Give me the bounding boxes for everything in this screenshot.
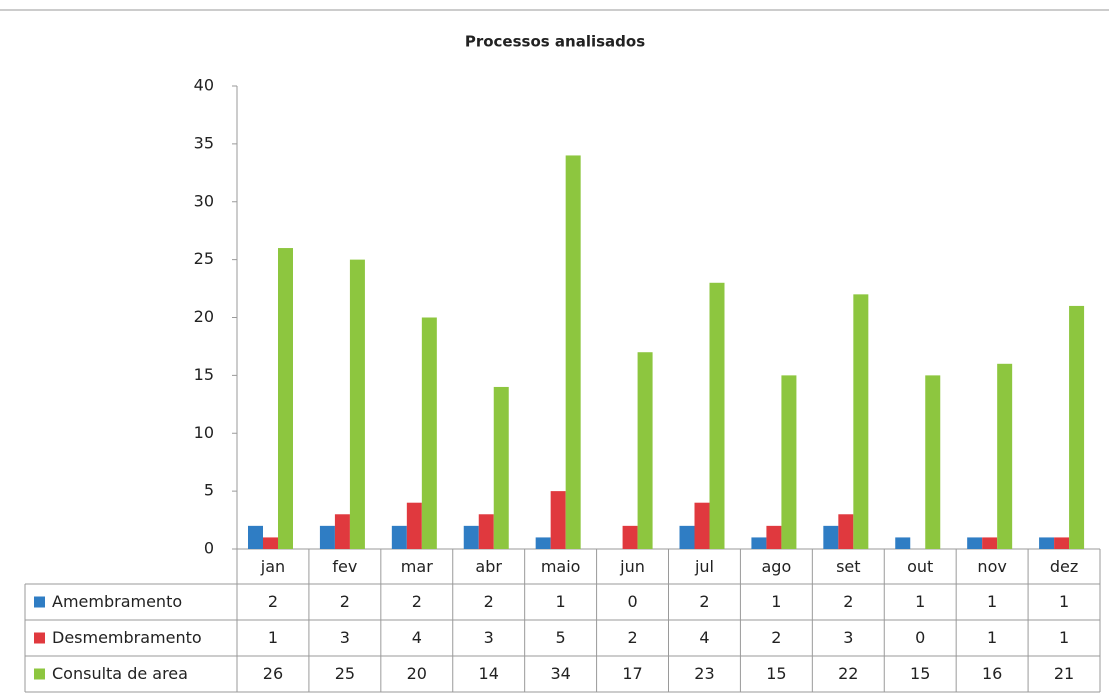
table-cell: 5 bbox=[556, 628, 566, 647]
y-tick-label: 40 bbox=[194, 76, 214, 95]
table-cell: 26 bbox=[263, 664, 283, 683]
y-tick-label: 10 bbox=[194, 423, 214, 442]
bar bbox=[1039, 537, 1055, 549]
legend-label: Desmembramento bbox=[52, 628, 202, 647]
table-cell: 2 bbox=[484, 592, 494, 611]
table-cell: 2 bbox=[627, 628, 637, 647]
table-cell: 2 bbox=[699, 592, 709, 611]
bar bbox=[766, 525, 782, 549]
y-tick-label: 5 bbox=[204, 481, 214, 500]
bar bbox=[679, 525, 695, 549]
bar bbox=[781, 375, 797, 549]
table-cell: 4 bbox=[699, 628, 709, 647]
table-cell: 0 bbox=[627, 592, 637, 611]
x-tick-label: maio bbox=[541, 557, 581, 576]
bar bbox=[278, 248, 293, 550]
table-cell: 1 bbox=[987, 592, 997, 611]
legend-swatch bbox=[34, 596, 45, 608]
bar bbox=[838, 514, 854, 549]
bar bbox=[248, 525, 263, 549]
table-cell: 23 bbox=[694, 664, 714, 683]
bar bbox=[853, 294, 869, 549]
x-tick-label: jun bbox=[619, 557, 645, 576]
table-cell: 1 bbox=[987, 628, 997, 647]
table-cell: 2 bbox=[412, 592, 422, 611]
y-tick-label: 30 bbox=[194, 191, 214, 210]
x-tick-label: jan bbox=[260, 557, 285, 576]
table-cell: 1 bbox=[915, 592, 925, 611]
bar bbox=[550, 491, 566, 549]
x-tick-label: ago bbox=[762, 557, 792, 576]
bar bbox=[334, 514, 350, 549]
bar bbox=[967, 537, 983, 549]
table-cell: 1 bbox=[771, 592, 781, 611]
x-tick-label: abr bbox=[475, 557, 502, 576]
bar bbox=[823, 525, 839, 549]
bar bbox=[319, 525, 335, 549]
bar bbox=[982, 537, 998, 549]
table-cell: 34 bbox=[550, 664, 570, 683]
y-tick-label: 25 bbox=[194, 249, 214, 268]
table-cell: 16 bbox=[982, 664, 1002, 683]
bar bbox=[391, 525, 407, 549]
table-cell: 15 bbox=[910, 664, 930, 683]
table-cell: 2 bbox=[340, 592, 350, 611]
table-cell: 22 bbox=[838, 664, 858, 683]
x-tick-label: set bbox=[836, 557, 860, 576]
legend-swatch bbox=[34, 668, 45, 680]
bar bbox=[997, 363, 1013, 549]
bar bbox=[263, 537, 278, 549]
table-cell: 1 bbox=[268, 628, 278, 647]
y-tick-label: 35 bbox=[194, 133, 214, 152]
table-cell: 21 bbox=[1054, 664, 1074, 683]
table-cell: 4 bbox=[412, 628, 422, 647]
bar bbox=[535, 537, 551, 549]
legend-label: Consulta de area bbox=[52, 664, 188, 683]
y-tick-label: 20 bbox=[194, 307, 214, 326]
bar bbox=[1054, 537, 1070, 549]
table-cell: 1 bbox=[1059, 592, 1069, 611]
table-cell: 14 bbox=[479, 664, 499, 683]
table-cell: 1 bbox=[1059, 628, 1069, 647]
table-cell: 25 bbox=[335, 664, 355, 683]
table-cell: 2 bbox=[268, 592, 278, 611]
bar bbox=[895, 537, 911, 549]
bar bbox=[478, 514, 494, 549]
bar bbox=[637, 352, 653, 549]
table-cell: 3 bbox=[843, 628, 853, 647]
y-tick-label: 15 bbox=[194, 365, 214, 384]
x-tick-label: fev bbox=[332, 557, 357, 576]
table-cell: 3 bbox=[484, 628, 494, 647]
table-cell: 3 bbox=[340, 628, 350, 647]
bar bbox=[709, 282, 725, 549]
y-tick-label: 0 bbox=[204, 539, 214, 558]
bar bbox=[406, 502, 422, 549]
table-cell: 15 bbox=[766, 664, 786, 683]
table-cell: 20 bbox=[407, 664, 427, 683]
bar bbox=[565, 155, 581, 549]
x-tick-label: dez bbox=[1050, 557, 1078, 576]
bar bbox=[694, 502, 710, 549]
table-cell: 2 bbox=[843, 592, 853, 611]
table-cell: 17 bbox=[622, 664, 642, 683]
x-tick-label: nov bbox=[977, 557, 1006, 576]
chart-title: Processos analisados bbox=[465, 33, 645, 51]
bar bbox=[421, 317, 437, 549]
legend-swatch bbox=[34, 632, 45, 644]
bar bbox=[463, 525, 479, 549]
x-tick-label: out bbox=[907, 557, 933, 576]
table-cell: 1 bbox=[556, 592, 566, 611]
bar bbox=[349, 259, 365, 549]
legend-label: Amembramento bbox=[52, 592, 182, 611]
table-cell: 0 bbox=[915, 628, 925, 647]
bar bbox=[925, 375, 941, 549]
bar bbox=[751, 537, 767, 549]
bar bbox=[1069, 305, 1085, 549]
bar bbox=[622, 525, 638, 549]
table-cell: 2 bbox=[771, 628, 781, 647]
x-tick-label: jul bbox=[694, 557, 714, 576]
x-tick-label: mar bbox=[401, 557, 433, 576]
bar bbox=[493, 386, 509, 549]
